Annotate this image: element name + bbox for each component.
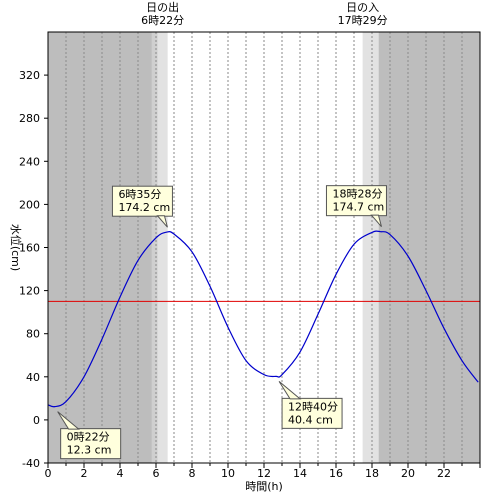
twilight-shade-evening [362,32,379,463]
x-tick-label: 20 [401,467,415,480]
twilight-shade-morning [157,32,168,463]
twilight-shade-morning-outer [151,32,158,463]
y-tick-label: 40 [26,371,40,384]
sunrise-label: 日の出 [146,0,179,14]
x-tick-label: 18 [365,467,379,480]
callout-value: 174.7 cm [332,201,384,214]
x-tick-label: 16 [329,467,343,480]
callout-pointer [156,215,168,228]
x-tick-label: 6 [153,467,160,480]
callout-time: 18時28分 [332,188,382,201]
night-shade-morning [48,32,158,463]
callout-value: 174.2 cm [118,201,170,214]
callout-box [111,185,173,217]
x-tick-label: 0 [45,467,52,480]
tide-level-line [47,230,479,408]
y-tick-label: 320 [19,69,40,82]
x-tick-label: 8 [189,467,196,480]
x-tick-label: 10 [221,467,235,480]
x-tick-label: 2 [81,467,88,480]
callout-time: 12時40分 [288,400,338,413]
sunrise-time: 6時22分 [141,14,184,27]
callout-time: 0時22分 [67,431,110,444]
callout-box [325,185,387,217]
y-tick-label: 160 [19,242,40,255]
y-tick-label: 0 [33,414,40,427]
sunset-label: 日の入 [346,1,379,14]
callout-pointer [57,411,81,430]
y-tick-label: 280 [19,112,40,125]
y-tick-label: 240 [19,155,40,168]
x-tick-label: 22 [437,467,451,480]
y-axis-ticks: -40 0 40 80 120 160 200 240 280 320 [19,69,48,470]
x-tick-label: 12 [257,467,271,480]
callout-value: 12.3 cm [67,444,112,457]
x-axis-label: 時間(h) [245,480,283,493]
callout-box [281,397,343,429]
callout-pointer [370,214,382,227]
night-shade-evening [378,32,480,463]
x-tick-label: 4 [117,467,124,480]
callout-value: 40.4 cm [288,413,333,426]
x-axis-ticks: 0 2 4 6 8 10 12 14 16 18 20 22 [45,463,481,480]
sunset-time: 17時29分 [338,14,388,27]
callout-box [60,428,122,460]
y-tick-label: 80 [26,328,40,341]
y-axis-label: 水位(cm) [9,224,23,271]
y-tick-label: 200 [19,198,40,211]
y-tick-label: 120 [19,285,40,298]
x-tick-label: 14 [293,467,307,480]
y-tick-label: -40 [22,457,40,470]
callout-time: 6時35分 [118,188,161,201]
callout-pointer [278,380,302,400]
daylight-shading [48,32,480,463]
sun-labels: 日の出 6時22分 日の入 17時29分 [141,0,387,27]
